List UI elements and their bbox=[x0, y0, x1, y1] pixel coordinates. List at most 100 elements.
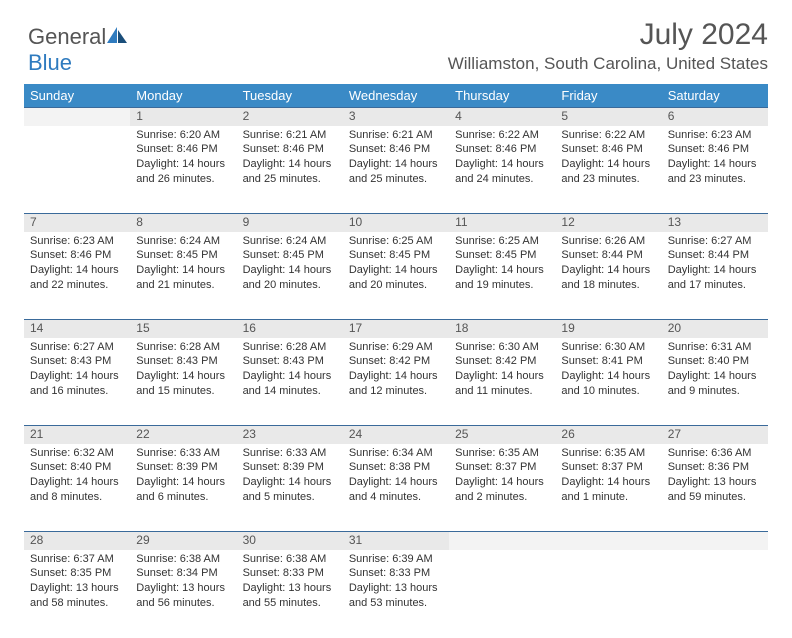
weekday-header: Saturday bbox=[662, 84, 768, 108]
day-number-cell bbox=[24, 108, 130, 126]
sunrise-text: Sunrise: 6:35 AM bbox=[561, 446, 655, 461]
sunrise-text: Sunrise: 6:22 AM bbox=[455, 128, 549, 143]
d1-text: Daylight: 14 hours bbox=[668, 369, 762, 384]
sunrise-text: Sunrise: 6:39 AM bbox=[349, 552, 443, 567]
location-subtitle: Williamston, South Carolina, United Stat… bbox=[448, 54, 768, 74]
sunset-text: Sunset: 8:38 PM bbox=[349, 460, 443, 475]
day-number-cell bbox=[662, 532, 768, 550]
day-number-cell: 6 bbox=[662, 108, 768, 126]
day-number-cell: 22 bbox=[130, 426, 236, 444]
d1-text: Daylight: 13 hours bbox=[136, 581, 230, 596]
weekday-header: Thursday bbox=[449, 84, 555, 108]
day-number-cell: 14 bbox=[24, 320, 130, 338]
sunrise-text: Sunrise: 6:35 AM bbox=[455, 446, 549, 461]
d2-text: and 2 minutes. bbox=[455, 490, 549, 505]
d2-text: and 19 minutes. bbox=[455, 278, 549, 293]
day-number-cell: 30 bbox=[237, 532, 343, 550]
d2-text: and 6 minutes. bbox=[136, 490, 230, 505]
sunset-text: Sunset: 8:35 PM bbox=[30, 566, 124, 581]
day-content-cell: Sunrise: 6:27 AMSunset: 8:43 PMDaylight:… bbox=[24, 338, 130, 426]
d2-text: and 9 minutes. bbox=[668, 384, 762, 399]
sunrise-text: Sunrise: 6:24 AM bbox=[136, 234, 230, 249]
day-number-row: 28293031 bbox=[24, 532, 768, 550]
month-title: July 2024 bbox=[448, 18, 768, 52]
logo: General Blue bbox=[24, 18, 128, 76]
day-content-cell: Sunrise: 6:22 AMSunset: 8:46 PMDaylight:… bbox=[555, 126, 661, 214]
day-content-cell: Sunrise: 6:24 AMSunset: 8:45 PMDaylight:… bbox=[237, 232, 343, 320]
sunrise-text: Sunrise: 6:27 AM bbox=[30, 340, 124, 355]
sunrise-text: Sunrise: 6:23 AM bbox=[668, 128, 762, 143]
logo-text-1: General bbox=[28, 24, 106, 49]
sunset-text: Sunset: 8:39 PM bbox=[136, 460, 230, 475]
day-content-cell: Sunrise: 6:32 AMSunset: 8:40 PMDaylight:… bbox=[24, 444, 130, 532]
day-number-cell bbox=[449, 532, 555, 550]
d1-text: Daylight: 14 hours bbox=[561, 475, 655, 490]
d1-text: Daylight: 14 hours bbox=[455, 263, 549, 278]
sunrise-text: Sunrise: 6:38 AM bbox=[243, 552, 337, 567]
sunrise-text: Sunrise: 6:21 AM bbox=[243, 128, 337, 143]
d2-text: and 16 minutes. bbox=[30, 384, 124, 399]
weekday-header: Tuesday bbox=[237, 84, 343, 108]
d1-text: Daylight: 14 hours bbox=[30, 369, 124, 384]
d1-text: Daylight: 14 hours bbox=[243, 369, 337, 384]
day-number-cell: 8 bbox=[130, 214, 236, 232]
day-content-cell: Sunrise: 6:31 AMSunset: 8:40 PMDaylight:… bbox=[662, 338, 768, 426]
day-content-cell bbox=[555, 550, 661, 638]
d1-text: Daylight: 14 hours bbox=[561, 369, 655, 384]
day-number-row: 14151617181920 bbox=[24, 320, 768, 338]
d2-text: and 59 minutes. bbox=[668, 490, 762, 505]
sunrise-text: Sunrise: 6:33 AM bbox=[243, 446, 337, 461]
sunrise-text: Sunrise: 6:28 AM bbox=[136, 340, 230, 355]
d1-text: Daylight: 14 hours bbox=[136, 263, 230, 278]
day-number-cell: 17 bbox=[343, 320, 449, 338]
d1-text: Daylight: 14 hours bbox=[668, 263, 762, 278]
sunset-text: Sunset: 8:45 PM bbox=[136, 248, 230, 263]
d2-text: and 18 minutes. bbox=[561, 278, 655, 293]
sunrise-text: Sunrise: 6:25 AM bbox=[349, 234, 443, 249]
calendar-body: 123456Sunrise: 6:20 AMSunset: 8:46 PMDay… bbox=[24, 108, 768, 638]
day-content-cell: Sunrise: 6:23 AMSunset: 8:46 PMDaylight:… bbox=[24, 232, 130, 320]
sunrise-text: Sunrise: 6:24 AM bbox=[243, 234, 337, 249]
sunrise-text: Sunrise: 6:31 AM bbox=[668, 340, 762, 355]
day-number-cell: 26 bbox=[555, 426, 661, 444]
weekday-header: Friday bbox=[555, 84, 661, 108]
d1-text: Daylight: 13 hours bbox=[30, 581, 124, 596]
d2-text: and 24 minutes. bbox=[455, 172, 549, 187]
d2-text: and 1 minute. bbox=[561, 490, 655, 505]
d2-text: and 4 minutes. bbox=[349, 490, 443, 505]
day-number-cell: 9 bbox=[237, 214, 343, 232]
sunset-text: Sunset: 8:44 PM bbox=[561, 248, 655, 263]
day-number-cell: 7 bbox=[24, 214, 130, 232]
day-content-cell: Sunrise: 6:33 AMSunset: 8:39 PMDaylight:… bbox=[130, 444, 236, 532]
day-content-cell: Sunrise: 6:28 AMSunset: 8:43 PMDaylight:… bbox=[237, 338, 343, 426]
d1-text: Daylight: 14 hours bbox=[349, 157, 443, 172]
day-number-cell: 4 bbox=[449, 108, 555, 126]
d1-text: Daylight: 14 hours bbox=[349, 263, 443, 278]
d1-text: Daylight: 14 hours bbox=[243, 263, 337, 278]
day-content-cell bbox=[24, 126, 130, 214]
d1-text: Daylight: 14 hours bbox=[561, 157, 655, 172]
d2-text: and 22 minutes. bbox=[30, 278, 124, 293]
sunrise-text: Sunrise: 6:27 AM bbox=[668, 234, 762, 249]
day-number-cell: 1 bbox=[130, 108, 236, 126]
d2-text: and 25 minutes. bbox=[243, 172, 337, 187]
d2-text: and 58 minutes. bbox=[30, 596, 124, 611]
day-number-cell: 25 bbox=[449, 426, 555, 444]
d1-text: Daylight: 14 hours bbox=[455, 475, 549, 490]
logo-sail-icon bbox=[106, 26, 128, 44]
sunrise-text: Sunrise: 6:26 AM bbox=[561, 234, 655, 249]
day-content-cell: Sunrise: 6:38 AMSunset: 8:34 PMDaylight:… bbox=[130, 550, 236, 638]
weekday-header: Sunday bbox=[24, 84, 130, 108]
d1-text: Daylight: 14 hours bbox=[136, 475, 230, 490]
sunset-text: Sunset: 8:46 PM bbox=[561, 142, 655, 157]
day-number-cell: 15 bbox=[130, 320, 236, 338]
d2-text: and 20 minutes. bbox=[243, 278, 337, 293]
sunset-text: Sunset: 8:46 PM bbox=[455, 142, 549, 157]
sunrise-text: Sunrise: 6:38 AM bbox=[136, 552, 230, 567]
day-content-cell: Sunrise: 6:25 AMSunset: 8:45 PMDaylight:… bbox=[449, 232, 555, 320]
sunset-text: Sunset: 8:46 PM bbox=[668, 142, 762, 157]
day-number-row: 78910111213 bbox=[24, 214, 768, 232]
day-number-cell: 13 bbox=[662, 214, 768, 232]
sunrise-text: Sunrise: 6:34 AM bbox=[349, 446, 443, 461]
day-content-cell: Sunrise: 6:24 AMSunset: 8:45 PMDaylight:… bbox=[130, 232, 236, 320]
